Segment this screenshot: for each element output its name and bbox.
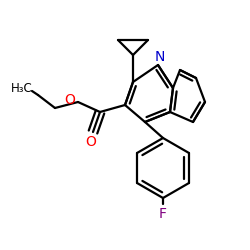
Text: O: O [86, 135, 96, 149]
Text: F: F [159, 207, 167, 221]
Text: N: N [155, 50, 165, 64]
Text: H₃C: H₃C [11, 82, 33, 94]
Text: O: O [64, 93, 76, 107]
